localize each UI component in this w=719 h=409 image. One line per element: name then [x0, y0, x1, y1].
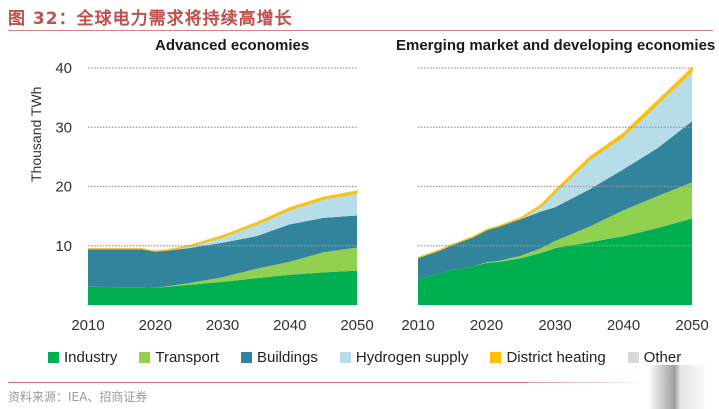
x-tick-label: 2040 — [273, 317, 306, 334]
source-note: 资料来源：IEA、招商证券 — [8, 390, 148, 404]
area-industry — [418, 218, 692, 305]
area-industry — [88, 270, 357, 305]
legend-label-industry: Industry — [64, 349, 118, 366]
legend-label-buildings: Buildings — [257, 349, 318, 366]
area-layers — [88, 190, 358, 305]
y-tick-label: 30 — [55, 119, 72, 136]
title-divider — [8, 30, 713, 31]
x-tick-label: 2040 — [607, 317, 640, 334]
x-tick-label: 2050 — [340, 317, 373, 334]
x-tick-label: 2010 — [71, 317, 104, 334]
area-layers — [417, 66, 693, 305]
area-buildings — [88, 215, 357, 288]
legend-item-transport: Transport — [139, 349, 219, 366]
footer-divider — [8, 382, 528, 383]
legend-item-other: Other — [627, 349, 682, 366]
figure-title: 图 32：全球电力需求将持续高增长 — [8, 9, 293, 29]
area-transport — [418, 182, 692, 279]
x-tick-label: 2010 — [401, 317, 434, 334]
corner-overlay — [650, 365, 705, 409]
legend-swatch-district-heating — [490, 352, 502, 363]
y-tick-label: 10 — [55, 238, 72, 255]
x-tick-label: 2020 — [139, 317, 172, 334]
legend-item-district-heating: District heating — [490, 349, 606, 366]
legend-item-buildings: Buildings — [241, 349, 318, 366]
chart-emerging-economies: 2010 2020 2030 2040 2050 — [401, 66, 709, 334]
x-tick-label: 2020 — [470, 317, 503, 334]
area-buildings — [418, 121, 692, 279]
area-transport — [88, 247, 357, 288]
y-tick-label: 20 — [55, 179, 72, 196]
legend-swatch-hydrogen-supply — [339, 352, 351, 363]
legend-item-industry: Industry — [48, 349, 117, 366]
chart-title-advanced: Advanced economies — [155, 37, 310, 54]
legend-label-district-heating: District heating — [506, 349, 606, 366]
y-tick-label: 40 — [55, 60, 72, 77]
legend-swatch-other — [627, 352, 639, 363]
legend-swatch-buildings — [241, 352, 252, 363]
x-tick-label: 2050 — [675, 317, 708, 334]
legend-label-transport: Transport — [155, 349, 219, 366]
footer-divider-fade — [528, 382, 648, 383]
legend-swatch-industry — [48, 352, 59, 363]
legend-swatch-transport — [139, 352, 151, 363]
legend-label-hydrogen-supply: Hydrogen supply — [355, 349, 469, 366]
x-tick-label: 2030 — [538, 317, 571, 334]
chart-title-emerging: Emerging market and developing economies — [396, 37, 716, 54]
legend: Industry Transport Buildings Hydrogen su… — [48, 349, 703, 366]
legend-label-other: Other — [643, 349, 682, 366]
area-hydrogen-supply — [88, 193, 357, 252]
legend-item-hydrogen-supply: Hydrogen supply — [339, 349, 469, 366]
x-tick-label: 2030 — [206, 317, 239, 334]
